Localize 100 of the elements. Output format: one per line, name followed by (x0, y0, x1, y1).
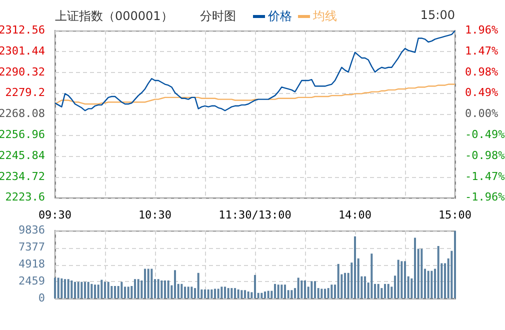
bar (387, 284, 390, 298)
x-tick-label: 14:00 (338, 208, 372, 222)
bar (180, 284, 183, 298)
bar (217, 288, 220, 298)
bar (364, 276, 366, 298)
bar (60, 278, 63, 298)
bar (64, 279, 66, 298)
text: 15:00 (420, 8, 455, 22)
bar (117, 286, 120, 298)
bar (414, 238, 416, 298)
bar (100, 280, 103, 298)
bar (144, 268, 146, 298)
bar (280, 284, 283, 298)
bar (174, 270, 176, 298)
bar (327, 288, 330, 298)
bar (404, 261, 406, 298)
bar (310, 281, 313, 298)
bar (57, 278, 60, 298)
bar (427, 270, 430, 298)
bar (247, 292, 250, 298)
bar (244, 290, 246, 298)
bar (267, 290, 270, 298)
bar (70, 280, 73, 298)
bar (234, 288, 236, 298)
y2-tick-label: -1.47% (465, 170, 505, 183)
bar (160, 280, 163, 298)
bar (74, 282, 76, 298)
bar (184, 286, 186, 298)
bar (104, 282, 106, 298)
bar (67, 279, 70, 298)
bar (114, 286, 116, 298)
y2-tick-label: 0.49% (465, 86, 498, 100)
y-tick-label: 7377 (18, 240, 45, 254)
bar (87, 282, 90, 298)
bar (284, 284, 286, 298)
bar (167, 280, 170, 298)
bar (187, 286, 190, 298)
bar (314, 281, 316, 298)
bar (437, 246, 440, 298)
bar (137, 279, 140, 298)
legend-label: 均线 (312, 8, 337, 25)
bar (324, 288, 326, 298)
bar (84, 282, 86, 298)
bar (120, 282, 123, 298)
bar (224, 286, 226, 298)
y2-tick-label: -0.49% (465, 128, 505, 141)
bar (237, 289, 240, 298)
chart-title: 上证指数（000001） (55, 8, 173, 25)
y2-tick-label: 0.00% (465, 107, 498, 120)
bar (147, 268, 150, 298)
bar (337, 264, 340, 298)
y-tick-label: 9836 (18, 223, 45, 236)
bar (240, 290, 243, 298)
bar (277, 284, 280, 298)
chart-subtitle: 分时图 (200, 8, 236, 25)
bar (150, 268, 153, 298)
bar (380, 288, 383, 298)
bar (157, 279, 160, 298)
x-tick-label: 11:30/13:00 (218, 208, 292, 222)
bar (94, 284, 96, 298)
bar (207, 289, 210, 298)
x-tick-label: 09:30 (38, 208, 72, 222)
y-tick-label: 2279.2 (5, 86, 45, 100)
bar (110, 286, 113, 298)
y-tick-label: 2223.6 (5, 190, 45, 204)
y-tick-label: 2459 (18, 274, 45, 288)
bar (227, 288, 230, 298)
y2-tick-label: 1.96% (465, 23, 498, 36)
bar (134, 279, 136, 298)
bar (127, 286, 130, 298)
bar (400, 261, 403, 298)
bar (90, 284, 93, 298)
bar (430, 270, 433, 298)
bar (54, 278, 56, 298)
y2-tick-label: -0.98% (465, 148, 505, 162)
bar (210, 289, 213, 298)
bar (190, 286, 193, 298)
bar (77, 282, 80, 298)
x-tick-label: 15:00 (438, 208, 472, 222)
bar (260, 292, 263, 298)
bar (420, 248, 423, 298)
y-tick-label: 0 (38, 291, 45, 304)
bar (300, 280, 303, 298)
bar (164, 280, 166, 298)
bar (377, 284, 380, 298)
bar (330, 284, 333, 298)
bar (230, 288, 233, 298)
bar (320, 288, 323, 298)
legend-label: 价格 (267, 8, 292, 25)
bar (397, 260, 400, 298)
bar (204, 289, 206, 298)
bar (304, 280, 306, 298)
y-tick-label: 4918 (18, 257, 45, 270)
bar (370, 254, 373, 298)
bar (274, 284, 276, 298)
bar (290, 290, 293, 298)
bar (107, 282, 110, 298)
bar (254, 274, 256, 298)
bar (344, 272, 346, 298)
bar (214, 288, 216, 298)
